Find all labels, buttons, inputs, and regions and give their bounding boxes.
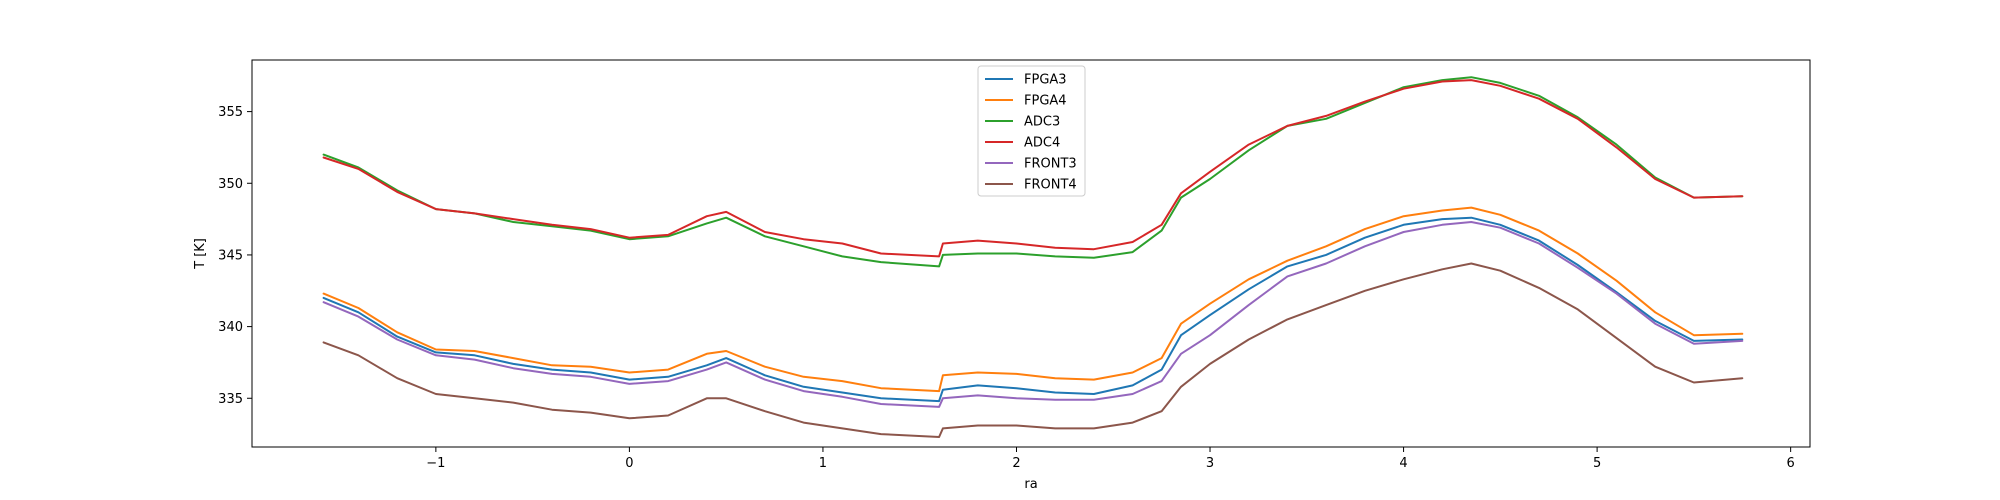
x-tick-label: 4	[1399, 456, 1407, 471]
y-axis: 335 340 345 350 355	[218, 105, 252, 407]
series-line-front3	[322, 221, 1744, 408]
legend: FPGA3 FPGA4 ADC3 ADC4 FRONT3 FRONT4	[977, 65, 1086, 197]
x-tick-label: 3	[1206, 456, 1214, 471]
x-tick-label: 1	[819, 456, 827, 471]
x-tick-label: 0	[625, 456, 633, 471]
series-line-adc4	[322, 79, 1744, 258]
legend-label-front4: FRONT4	[1024, 178, 1077, 193]
legend-label-adc4: ADC4	[1024, 136, 1060, 151]
plot-frame	[251, 59, 1811, 448]
x-tick-label: −1	[426, 456, 445, 471]
series-line-adc3	[322, 76, 1744, 268]
x-tick-label: 5	[1593, 456, 1601, 471]
x-tick-label: 6	[1787, 456, 1795, 471]
y-tick-label: 345	[218, 248, 243, 263]
legend-label-adc3: ADC3	[1024, 115, 1060, 130]
y-axis-label: T [K]	[193, 238, 208, 270]
y-tick-label: 350	[218, 177, 243, 192]
series-line-front4	[322, 262, 1744, 438]
x-axis-label: ra	[1024, 477, 1037, 492]
x-axis: −1 0 1 2 3 4 5 6	[426, 447, 1795, 471]
legend-label-front3: FRONT3	[1024, 157, 1077, 172]
legend-label-fpga4: FPGA4	[1024, 94, 1067, 109]
y-tick-label: 340	[218, 320, 243, 335]
y-tick-label: 335	[218, 392, 243, 407]
series-line-fpga4	[322, 206, 1744, 393]
series-layer	[322, 76, 1744, 438]
x-tick-label: 2	[1012, 456, 1020, 471]
y-tick-label: 355	[218, 105, 243, 120]
legend-label-fpga3: FPGA3	[1024, 73, 1067, 88]
series-line-fpga3	[322, 216, 1744, 403]
